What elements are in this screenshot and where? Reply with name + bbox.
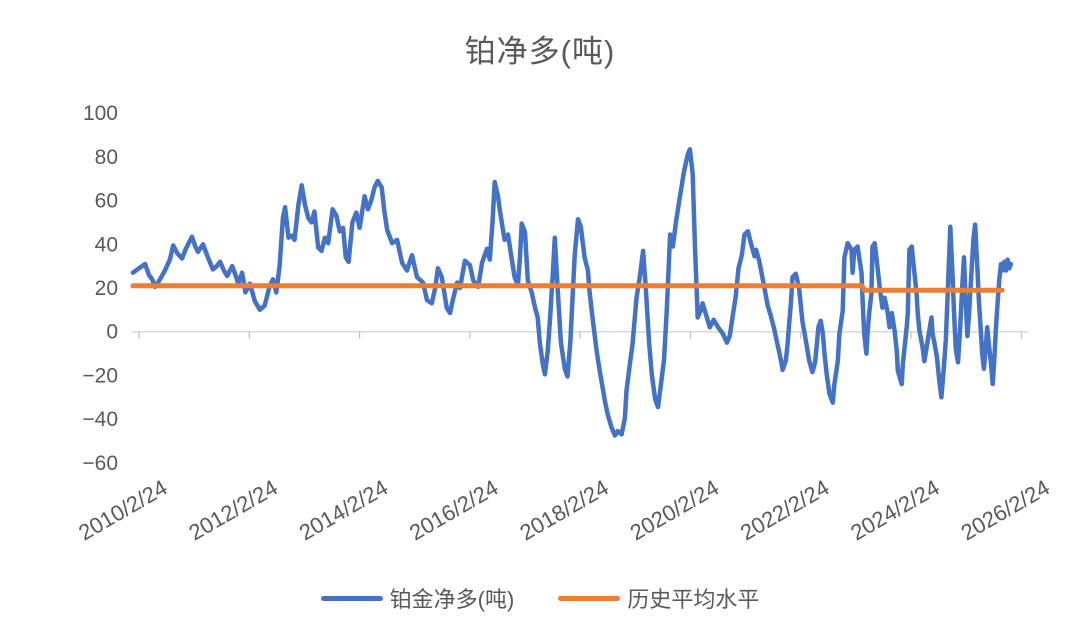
y-tick-label: −20 [82, 364, 118, 387]
x-tick-label: 2016/2/24 [405, 475, 502, 546]
y-tick-label: 40 [95, 233, 118, 256]
y-tick-label: 80 [95, 146, 118, 169]
x-tick-label: 2018/2/24 [515, 475, 612, 546]
legend-item-average: 历史平均水平 [558, 582, 759, 614]
legend-label-average: 历史平均水平 [627, 587, 760, 612]
orange-line-swatch-icon [558, 595, 621, 601]
legend-label-net-long: 铂金净多(吨) [389, 587, 515, 612]
x-tick-label: 2024/2/24 [846, 475, 943, 546]
legend-item-net-long: 铂金净多(吨) [320, 582, 515, 614]
series-net-long-line [130, 147, 1014, 438]
x-tick-label: 2012/2/24 [185, 475, 282, 546]
y-tick-label: 20 [95, 277, 118, 300]
blue-line-swatch-icon [320, 595, 383, 601]
y-tick-label: −40 [82, 408, 118, 431]
x-tick-label: 2026/2/24 [957, 475, 1054, 546]
legend: 铂金净多(吨) 历史平均水平 [0, 582, 1080, 614]
chart-title: 铂净多(吨) [464, 34, 616, 69]
x-tick-label: 2014/2/24 [295, 475, 392, 546]
x-tick-label: 2010/2/24 [74, 475, 171, 546]
y-tick-label: 100 [83, 102, 118, 125]
y-tick-label: −60 [82, 452, 118, 475]
y-tick-label: 60 [95, 190, 118, 213]
series-average-line [130, 283, 1005, 293]
y-tick-label: 0 [106, 321, 118, 344]
x-tick-label: 2022/2/24 [736, 475, 833, 546]
x-tick-label: 2020/2/24 [626, 475, 723, 546]
